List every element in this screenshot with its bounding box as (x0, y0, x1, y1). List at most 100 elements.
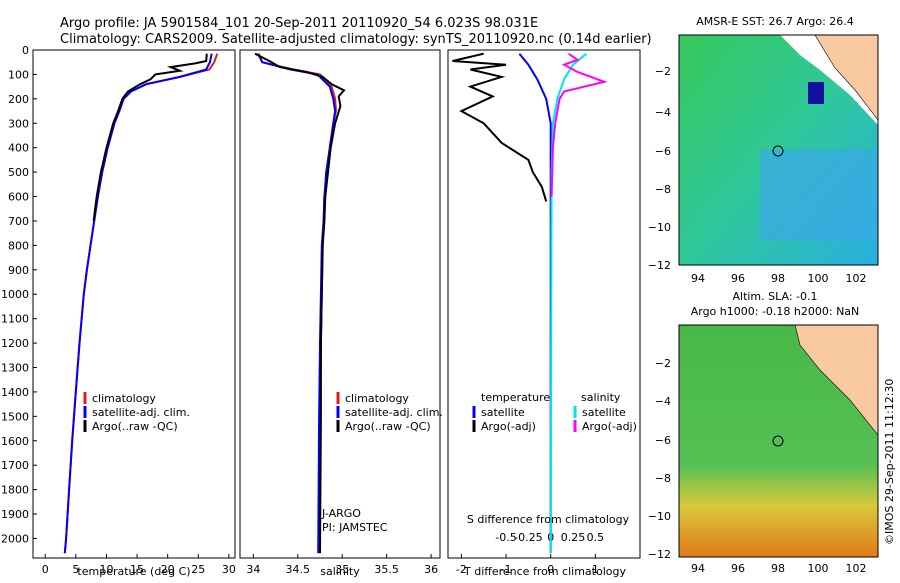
warm-pool-patch (760, 150, 878, 240)
depth-tick-label: 900 (8, 264, 29, 277)
s-diff-tick-label: -0.5 (495, 531, 516, 544)
header-line-1: Argo profile: JA 5901584_101 20-Sep-2011… (60, 16, 538, 31)
depth-tick-label: 2000 (1, 532, 29, 545)
annotation-pi: PI: JAMSTEC (322, 521, 388, 534)
lat-tick: −2 (655, 65, 671, 78)
lon-tick: 102 (846, 562, 867, 575)
x-tick-label: 0 (547, 563, 554, 576)
salinity-axis-label: salinity (320, 565, 360, 578)
sla-map-ticks: −2 −4 −6 −8 −10 −12 94 96 98 100 102 (648, 357, 867, 575)
plot-layer: 0100200300400500600700800900100011001200… (1, 44, 608, 576)
legend-label-climatology: climatology (92, 392, 156, 405)
imos-credit: ©IMOS 29-Sep-2011 11:12:30 (883, 379, 896, 545)
depth-tick-label: 1700 (1, 459, 29, 472)
depth-tick-label: 0 (22, 44, 29, 57)
x-tick-label: 30 (222, 563, 236, 576)
legend-label-argo: Argo(..raw -QC) (92, 420, 178, 433)
sst-map-frame (678, 34, 879, 266)
legend-label-satellite-t: satellite (481, 406, 525, 419)
lat-tick: −8 (655, 472, 671, 485)
legend-heading-salinity: salinity (581, 391, 621, 404)
x-tick-label: 20 (161, 563, 175, 576)
lon-tick: 100 (808, 562, 829, 575)
x-tick-label: 34 (246, 563, 260, 576)
legend-label-satellite: satellite-adj. clim. (345, 406, 443, 419)
x-tick-label: 36 (424, 563, 438, 576)
depth-tick-label: 1800 (1, 484, 29, 497)
lon-tick: 100 (808, 272, 829, 285)
profile-line-argo-adj (452, 52, 548, 202)
legend-label-satellite: satellite-adj. clim. (92, 406, 190, 419)
x-tick-label: 5 (72, 563, 79, 576)
temperature-legend: climatology satellite-adj. clim. Argo(..… (83, 392, 190, 433)
argo-float-marker (772, 145, 784, 157)
legend-label-argo-s: Argo(-adj) (582, 420, 637, 433)
sst-map: −2 −4 −6 −8 −10 −12 94 96 98 100 102 (648, 34, 879, 285)
x-tick-label: 35 (335, 563, 349, 576)
lon-tick: 98 (771, 272, 785, 285)
temperature-axis-label: temperature (deg C) (77, 565, 190, 578)
x-tick-label: 25 (191, 563, 205, 576)
profile-line-satellite-adj-clim (63, 53, 213, 554)
depth-tick-label: 300 (8, 117, 29, 130)
depth-tick-label: 100 (8, 68, 29, 81)
legend-label-climatology: climatology (345, 392, 409, 405)
depth-tick-label: 1900 (1, 508, 29, 521)
x-tick-label: 1 (592, 563, 599, 576)
depth-tick-label: 600 (8, 191, 29, 204)
difference-panel (447, 49, 641, 559)
lon-tick: 96 (731, 562, 745, 575)
depth-tick-label: 1600 (1, 435, 29, 448)
x-tick-label: -2 (456, 563, 467, 576)
t-difference-axis-label: T difference from climatology (463, 565, 626, 578)
legend-label-satellite-s: satellite (582, 406, 626, 419)
lat-tick: −6 (655, 145, 671, 158)
lat-tick: −4 (655, 106, 671, 119)
s-diff-tick-label: 0.25 (561, 531, 586, 544)
header-line-2: Climatology: CARS2009. Satellite-adjuste… (60, 32, 652, 47)
lon-tick: 102 (846, 272, 867, 285)
lat-tick: −10 (648, 221, 671, 234)
lon-tick: 96 (731, 272, 745, 285)
sla-map: −2 −4 −6 −8 −10 −12 94 96 98 100 102 (648, 324, 879, 575)
depth-tick-label: 1500 (1, 410, 29, 423)
depth-tick-label: 1400 (1, 386, 29, 399)
lon-tick: 98 (771, 562, 785, 575)
x-tick-label: 35.5 (374, 563, 399, 576)
depth-tick-label: 1100 (1, 313, 29, 326)
depth-tick-label: 1300 (1, 362, 29, 375)
legend-label-argo-t: Argo(-adj) (481, 420, 536, 433)
profile-line-argo-raw-qc (254, 52, 346, 554)
profile-line-argo-adj (550, 52, 608, 197)
lat-tick: −10 (648, 510, 671, 523)
legend-label-argo: Argo(..raw -QC) (345, 420, 431, 433)
x-tick-label: -1 (501, 563, 512, 576)
depth-tick-label: 200 (8, 93, 29, 106)
profile-line-argo-raw-qc (92, 53, 208, 222)
map-bottom-title-1: Altim. SLA: -0.1 (732, 290, 817, 303)
x-tick-label: 0 (42, 563, 49, 576)
lat-tick: −8 (655, 183, 671, 196)
difference-legend: temperature satellite Argo(-adj) salinit… (472, 391, 637, 433)
legend-heading-temperature: temperature (481, 391, 550, 404)
lat-tick: −4 (655, 395, 671, 408)
depth-tick-label: 1200 (1, 337, 29, 350)
depth-tick-label: 800 (8, 239, 29, 252)
lat-tick: −12 (648, 548, 671, 561)
annotation-j-argo: J-ARGO (321, 507, 361, 520)
salinity-panel (239, 49, 441, 559)
salinity-legend: climatology satellite-adj. clim. Argo(..… (321, 392, 443, 534)
map-bottom-title-2: Argo h1000: -0.18 h2000: NaN (691, 305, 860, 318)
lon-tick: 94 (691, 562, 705, 575)
lat-tick: −6 (655, 434, 671, 447)
x-tick-label: 34.5 (286, 563, 311, 576)
map-top-title: AMSR-E SST: 26.7 Argo: 26.4 (696, 15, 854, 28)
depth-tick-label: 400 (8, 142, 29, 155)
depth-tick-label: 700 (8, 215, 29, 228)
x-tick-label: 15 (130, 563, 144, 576)
lat-tick: −2 (655, 357, 671, 370)
lat-tick: −12 (648, 259, 671, 272)
sla-map-frame (678, 324, 879, 558)
